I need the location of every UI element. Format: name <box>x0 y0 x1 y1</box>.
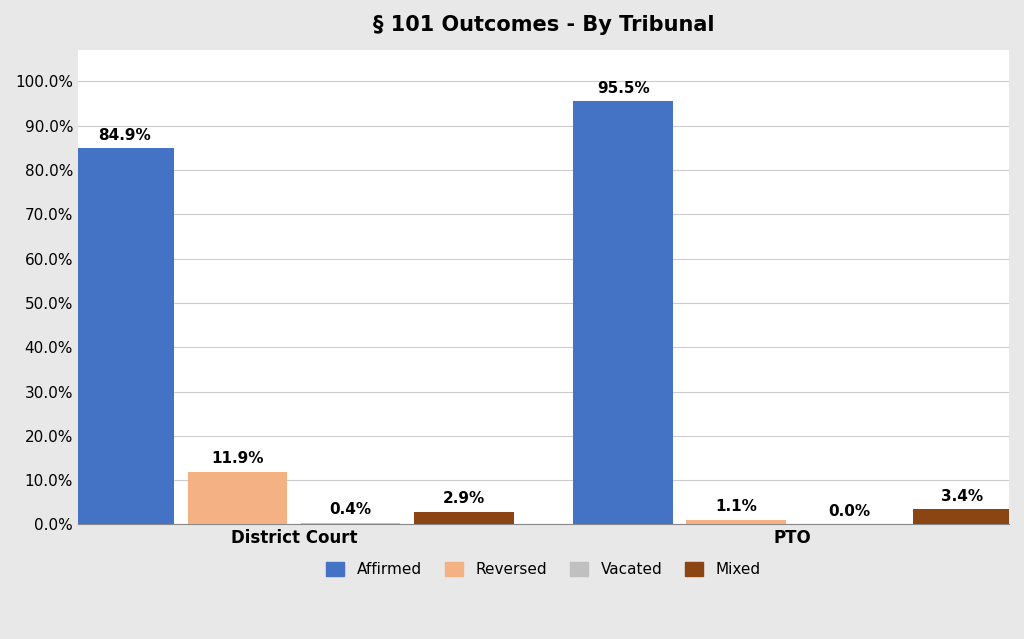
Text: 84.9%: 84.9% <box>98 128 151 143</box>
Text: 11.9%: 11.9% <box>211 451 264 466</box>
Bar <box>301 523 400 525</box>
Bar <box>912 509 1013 525</box>
Text: 95.5%: 95.5% <box>597 81 649 96</box>
Text: 3.4%: 3.4% <box>941 489 983 504</box>
Text: 1.1%: 1.1% <box>716 499 757 514</box>
Text: 2.9%: 2.9% <box>442 491 484 506</box>
Bar <box>573 102 673 525</box>
Bar <box>75 148 174 525</box>
Title: § 101 Outcomes - By Tribunal: § 101 Outcomes - By Tribunal <box>373 15 714 35</box>
Bar <box>187 472 288 525</box>
Text: 0.4%: 0.4% <box>330 502 372 518</box>
Bar <box>686 520 786 525</box>
Bar <box>414 512 513 525</box>
Text: 0.0%: 0.0% <box>828 504 870 519</box>
Legend: Affirmed, Reversed, Vacated, Mixed: Affirmed, Reversed, Vacated, Mixed <box>321 556 767 583</box>
